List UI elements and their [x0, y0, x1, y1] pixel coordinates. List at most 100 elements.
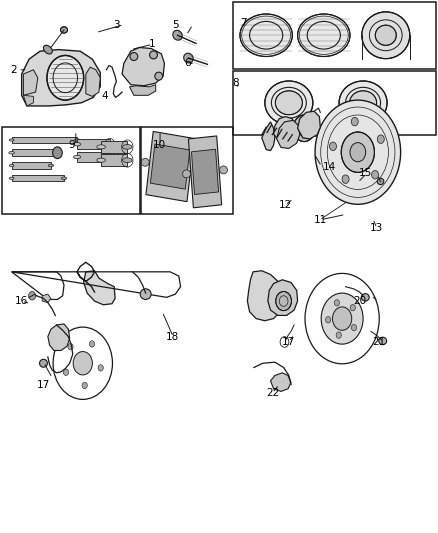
Circle shape — [329, 142, 336, 151]
Ellipse shape — [155, 72, 162, 80]
Text: 7: 7 — [240, 18, 247, 28]
Ellipse shape — [184, 53, 193, 63]
Ellipse shape — [297, 14, 350, 56]
Circle shape — [350, 304, 356, 311]
Ellipse shape — [362, 12, 410, 59]
Ellipse shape — [191, 167, 199, 175]
Polygon shape — [77, 140, 110, 149]
Text: 16: 16 — [14, 296, 28, 306]
Polygon shape — [271, 373, 291, 391]
Circle shape — [371, 171, 378, 179]
Text: 4: 4 — [101, 91, 108, 101]
Ellipse shape — [97, 158, 106, 162]
Ellipse shape — [54, 151, 60, 154]
Text: 10: 10 — [152, 140, 166, 150]
Polygon shape — [12, 149, 57, 157]
Ellipse shape — [141, 158, 149, 166]
Circle shape — [336, 332, 341, 338]
Circle shape — [334, 300, 339, 306]
Ellipse shape — [106, 155, 114, 159]
Ellipse shape — [106, 142, 114, 146]
Polygon shape — [23, 95, 33, 106]
Circle shape — [332, 307, 352, 330]
Ellipse shape — [9, 139, 14, 141]
Polygon shape — [315, 130, 335, 136]
Polygon shape — [146, 132, 194, 201]
Polygon shape — [23, 70, 38, 95]
Text: 17: 17 — [283, 337, 296, 347]
Text: 21: 21 — [373, 337, 386, 347]
Polygon shape — [150, 144, 190, 189]
Polygon shape — [48, 324, 70, 351]
Polygon shape — [12, 175, 64, 181]
Circle shape — [350, 143, 366, 162]
Ellipse shape — [9, 177, 14, 180]
Polygon shape — [297, 111, 320, 139]
Text: 11: 11 — [314, 215, 328, 225]
Ellipse shape — [123, 144, 132, 149]
Ellipse shape — [183, 170, 191, 178]
Text: 1: 1 — [149, 39, 156, 49]
Polygon shape — [262, 122, 275, 151]
Text: 5: 5 — [172, 20, 179, 30]
Polygon shape — [101, 155, 127, 166]
Text: 2: 2 — [11, 65, 17, 75]
Ellipse shape — [61, 177, 67, 180]
Ellipse shape — [48, 164, 53, 167]
Ellipse shape — [339, 81, 387, 125]
Polygon shape — [188, 136, 222, 208]
Ellipse shape — [130, 53, 138, 61]
Polygon shape — [122, 47, 164, 86]
Circle shape — [341, 132, 374, 172]
Circle shape — [89, 341, 95, 347]
Ellipse shape — [97, 145, 106, 149]
Circle shape — [321, 293, 363, 344]
Polygon shape — [84, 271, 115, 305]
Text: 22: 22 — [266, 388, 279, 398]
Text: 13: 13 — [370, 223, 383, 233]
Ellipse shape — [74, 142, 81, 146]
Polygon shape — [130, 85, 155, 95]
Polygon shape — [21, 50, 100, 106]
Text: 8: 8 — [232, 78, 239, 88]
Circle shape — [47, 55, 84, 100]
Ellipse shape — [123, 158, 132, 163]
Text: 6: 6 — [184, 59, 191, 68]
Text: 12: 12 — [279, 200, 293, 211]
Ellipse shape — [9, 151, 14, 154]
Polygon shape — [86, 67, 100, 96]
Ellipse shape — [276, 91, 302, 115]
Circle shape — [315, 100, 401, 204]
Ellipse shape — [379, 337, 387, 345]
Ellipse shape — [265, 81, 313, 125]
Polygon shape — [101, 141, 127, 153]
Ellipse shape — [240, 14, 292, 56]
Circle shape — [68, 343, 73, 350]
Polygon shape — [12, 163, 51, 168]
Circle shape — [325, 317, 331, 323]
Ellipse shape — [173, 30, 182, 40]
Circle shape — [98, 365, 103, 371]
Polygon shape — [42, 294, 51, 303]
Ellipse shape — [43, 45, 52, 54]
Ellipse shape — [60, 27, 67, 33]
Ellipse shape — [377, 178, 384, 184]
Ellipse shape — [150, 51, 157, 59]
Ellipse shape — [74, 139, 80, 141]
Ellipse shape — [53, 147, 62, 159]
Polygon shape — [191, 149, 219, 195]
Circle shape — [342, 175, 349, 183]
Circle shape — [351, 117, 358, 126]
Circle shape — [82, 382, 87, 389]
Ellipse shape — [140, 289, 151, 300]
Circle shape — [73, 352, 92, 375]
Polygon shape — [12, 137, 77, 143]
Ellipse shape — [39, 359, 47, 367]
Ellipse shape — [219, 166, 227, 174]
Circle shape — [276, 292, 291, 311]
Text: 20: 20 — [353, 296, 367, 306]
Polygon shape — [77, 152, 110, 162]
Text: 14: 14 — [323, 161, 336, 172]
Circle shape — [377, 135, 384, 143]
Text: 3: 3 — [113, 20, 120, 30]
